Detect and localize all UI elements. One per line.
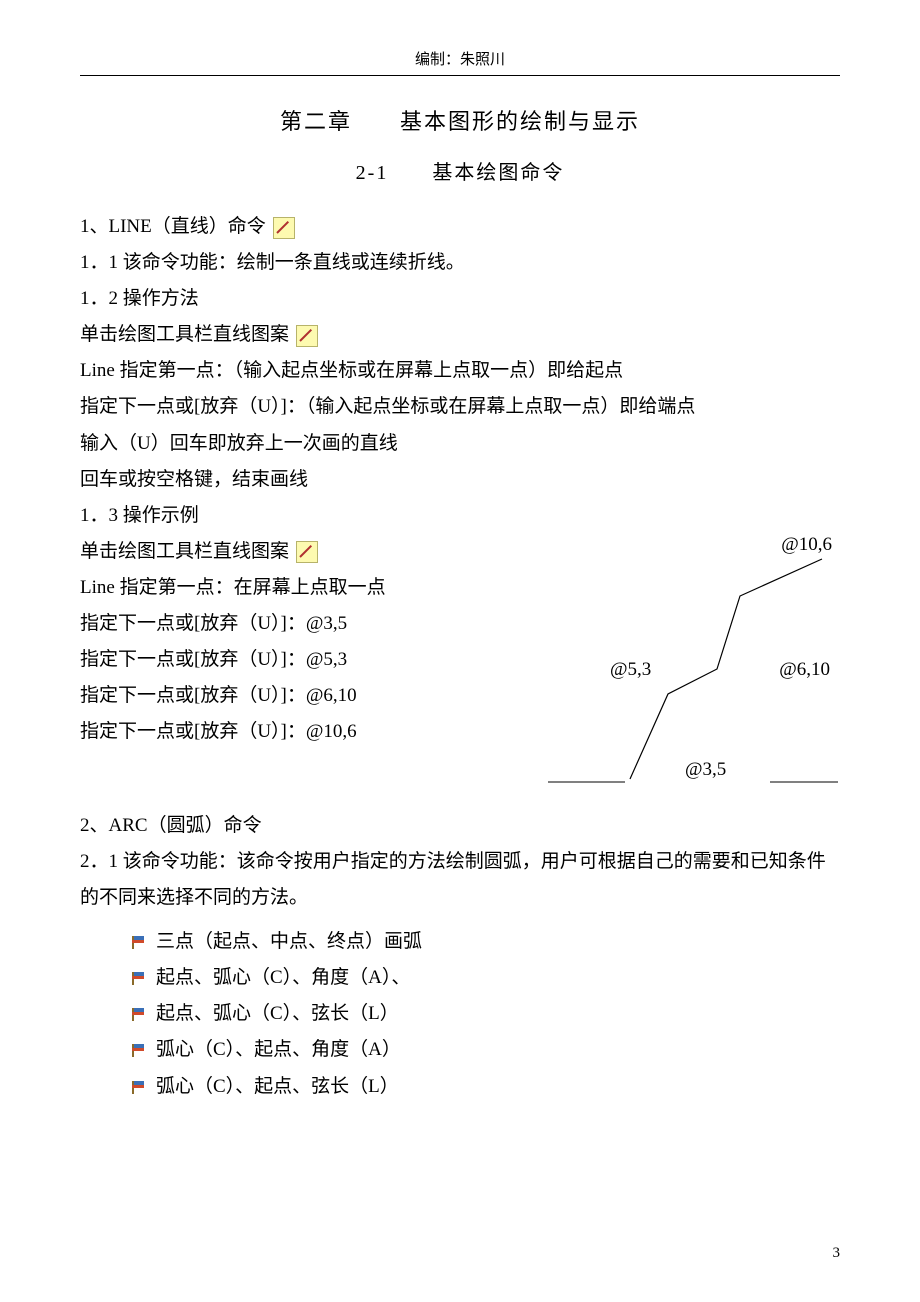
header-author: 编制：朱照川	[80, 48, 840, 69]
line-undo-enter: 输入（U）回车即放弃上一次画的直线	[80, 426, 840, 462]
line-example-diagram: @10,6 @5,3 @6,10 @3,5	[540, 534, 840, 794]
diagram-label-5-3: @5,3	[610, 659, 651, 681]
bullet-text: 弧心（C）、起点、角度（A）	[156, 1032, 401, 1068]
toolbar-click-text-2: 单击绘图工具栏直线图案	[80, 541, 289, 562]
flag-icon	[130, 1007, 146, 1021]
ex-first: Line 指定第一点：在屏幕上点取一点	[80, 570, 520, 606]
bullet-text: 起点、弧心（C）、弦长（L）	[156, 996, 399, 1032]
line-undo-spec: 指定下一点或[放弃（U）]：（输入起点坐标或在屏幕上点取一点）即给端点	[80, 389, 840, 425]
list-item: 弧心（C）、起点、角度（A）	[130, 1032, 840, 1068]
line-1-3: 1．3 操作示例	[80, 498, 840, 534]
page: 编制：朱照川 第二章 基本图形的绘制与显示 2-1 基本绘图命令 1、LINE（…	[0, 0, 920, 1302]
header-rule	[80, 75, 840, 76]
ex-p4: 指定下一点或[放弃（U）]：@10,6	[80, 714, 520, 750]
bullet-text: 起点、弧心（C）、角度（A）、	[156, 960, 410, 996]
example-text-col: 单击绘图工具栏直线图案 Line 指定第一点：在屏幕上点取一点 指定下一点或[放…	[80, 534, 520, 751]
example-row: 单击绘图工具栏直线图案 Line 指定第一点：在屏幕上点取一点 指定下一点或[放…	[80, 534, 840, 794]
cmd-arc-heading: 2、ARC（圆弧）命令	[80, 808, 840, 844]
flag-icon	[130, 935, 146, 949]
list-item: 起点、弧心（C）、角度（A）、	[130, 960, 840, 996]
diagram-label-10-6: @10,6	[781, 534, 832, 556]
line-1-1: 1．1 该命令功能：绘制一条直线或连续折线。	[80, 245, 840, 281]
ex-p1: 指定下一点或[放弃（U）]：@3,5	[80, 606, 520, 642]
list-item: 弧心（C）、起点、弦长（L）	[130, 1069, 840, 1105]
cmd-line-heading: 1、LINE（直线）命令	[80, 209, 840, 245]
list-item: 三点（起点、中点、终点）画弧	[130, 924, 840, 960]
list-item: 起点、弧心（C）、弦长（L）	[130, 996, 840, 1032]
line-tool-icon	[296, 325, 318, 347]
toolbar-click-line-2: 单击绘图工具栏直线图案	[80, 534, 520, 570]
diagram-label-6-10: @6,10	[779, 659, 830, 681]
diagram-label-3-5: @3,5	[685, 759, 726, 781]
section-title: 2-1 基本绘图命令	[80, 156, 840, 185]
ex-p3: 指定下一点或[放弃（U）]：@6,10	[80, 678, 520, 714]
bullet-text: 三点（起点、中点、终点）画弧	[156, 924, 422, 960]
flag-icon	[130, 1080, 146, 1094]
bullet-text: 弧心（C）、起点、弦长（L）	[156, 1069, 399, 1105]
toolbar-click-line-1: 单击绘图工具栏直线图案	[80, 317, 840, 353]
ex-p2: 指定下一点或[放弃（U）]：@5,3	[80, 642, 520, 678]
flag-icon	[130, 1043, 146, 1057]
line-tool-icon	[273, 217, 295, 239]
chapter-title: 第二章 基本图形的绘制与显示	[80, 104, 840, 136]
line-2-1: 2．1 该命令功能：该命令按用户指定的方法绘制圆弧，用户可根据自己的需要和已知条…	[80, 844, 840, 916]
cmd-line-text: 1、LINE（直线）命令	[80, 216, 266, 237]
arc-methods-list: 三点（起点、中点、终点）画弧 起点、弧心（C）、角度（A）、 起点、弧心（C）、…	[130, 924, 840, 1104]
toolbar-click-text-1: 单击绘图工具栏直线图案	[80, 324, 289, 345]
page-number: 3	[833, 1245, 841, 1262]
line-enter-end: 回车或按空格键，结束画线	[80, 462, 840, 498]
flag-icon	[130, 971, 146, 985]
line-spec-first: Line 指定第一点：（输入起点坐标或在屏幕上点取一点）即给起点	[80, 353, 840, 389]
line-tool-icon	[296, 541, 318, 563]
line-1-2: 1．2 操作方法	[80, 281, 840, 317]
